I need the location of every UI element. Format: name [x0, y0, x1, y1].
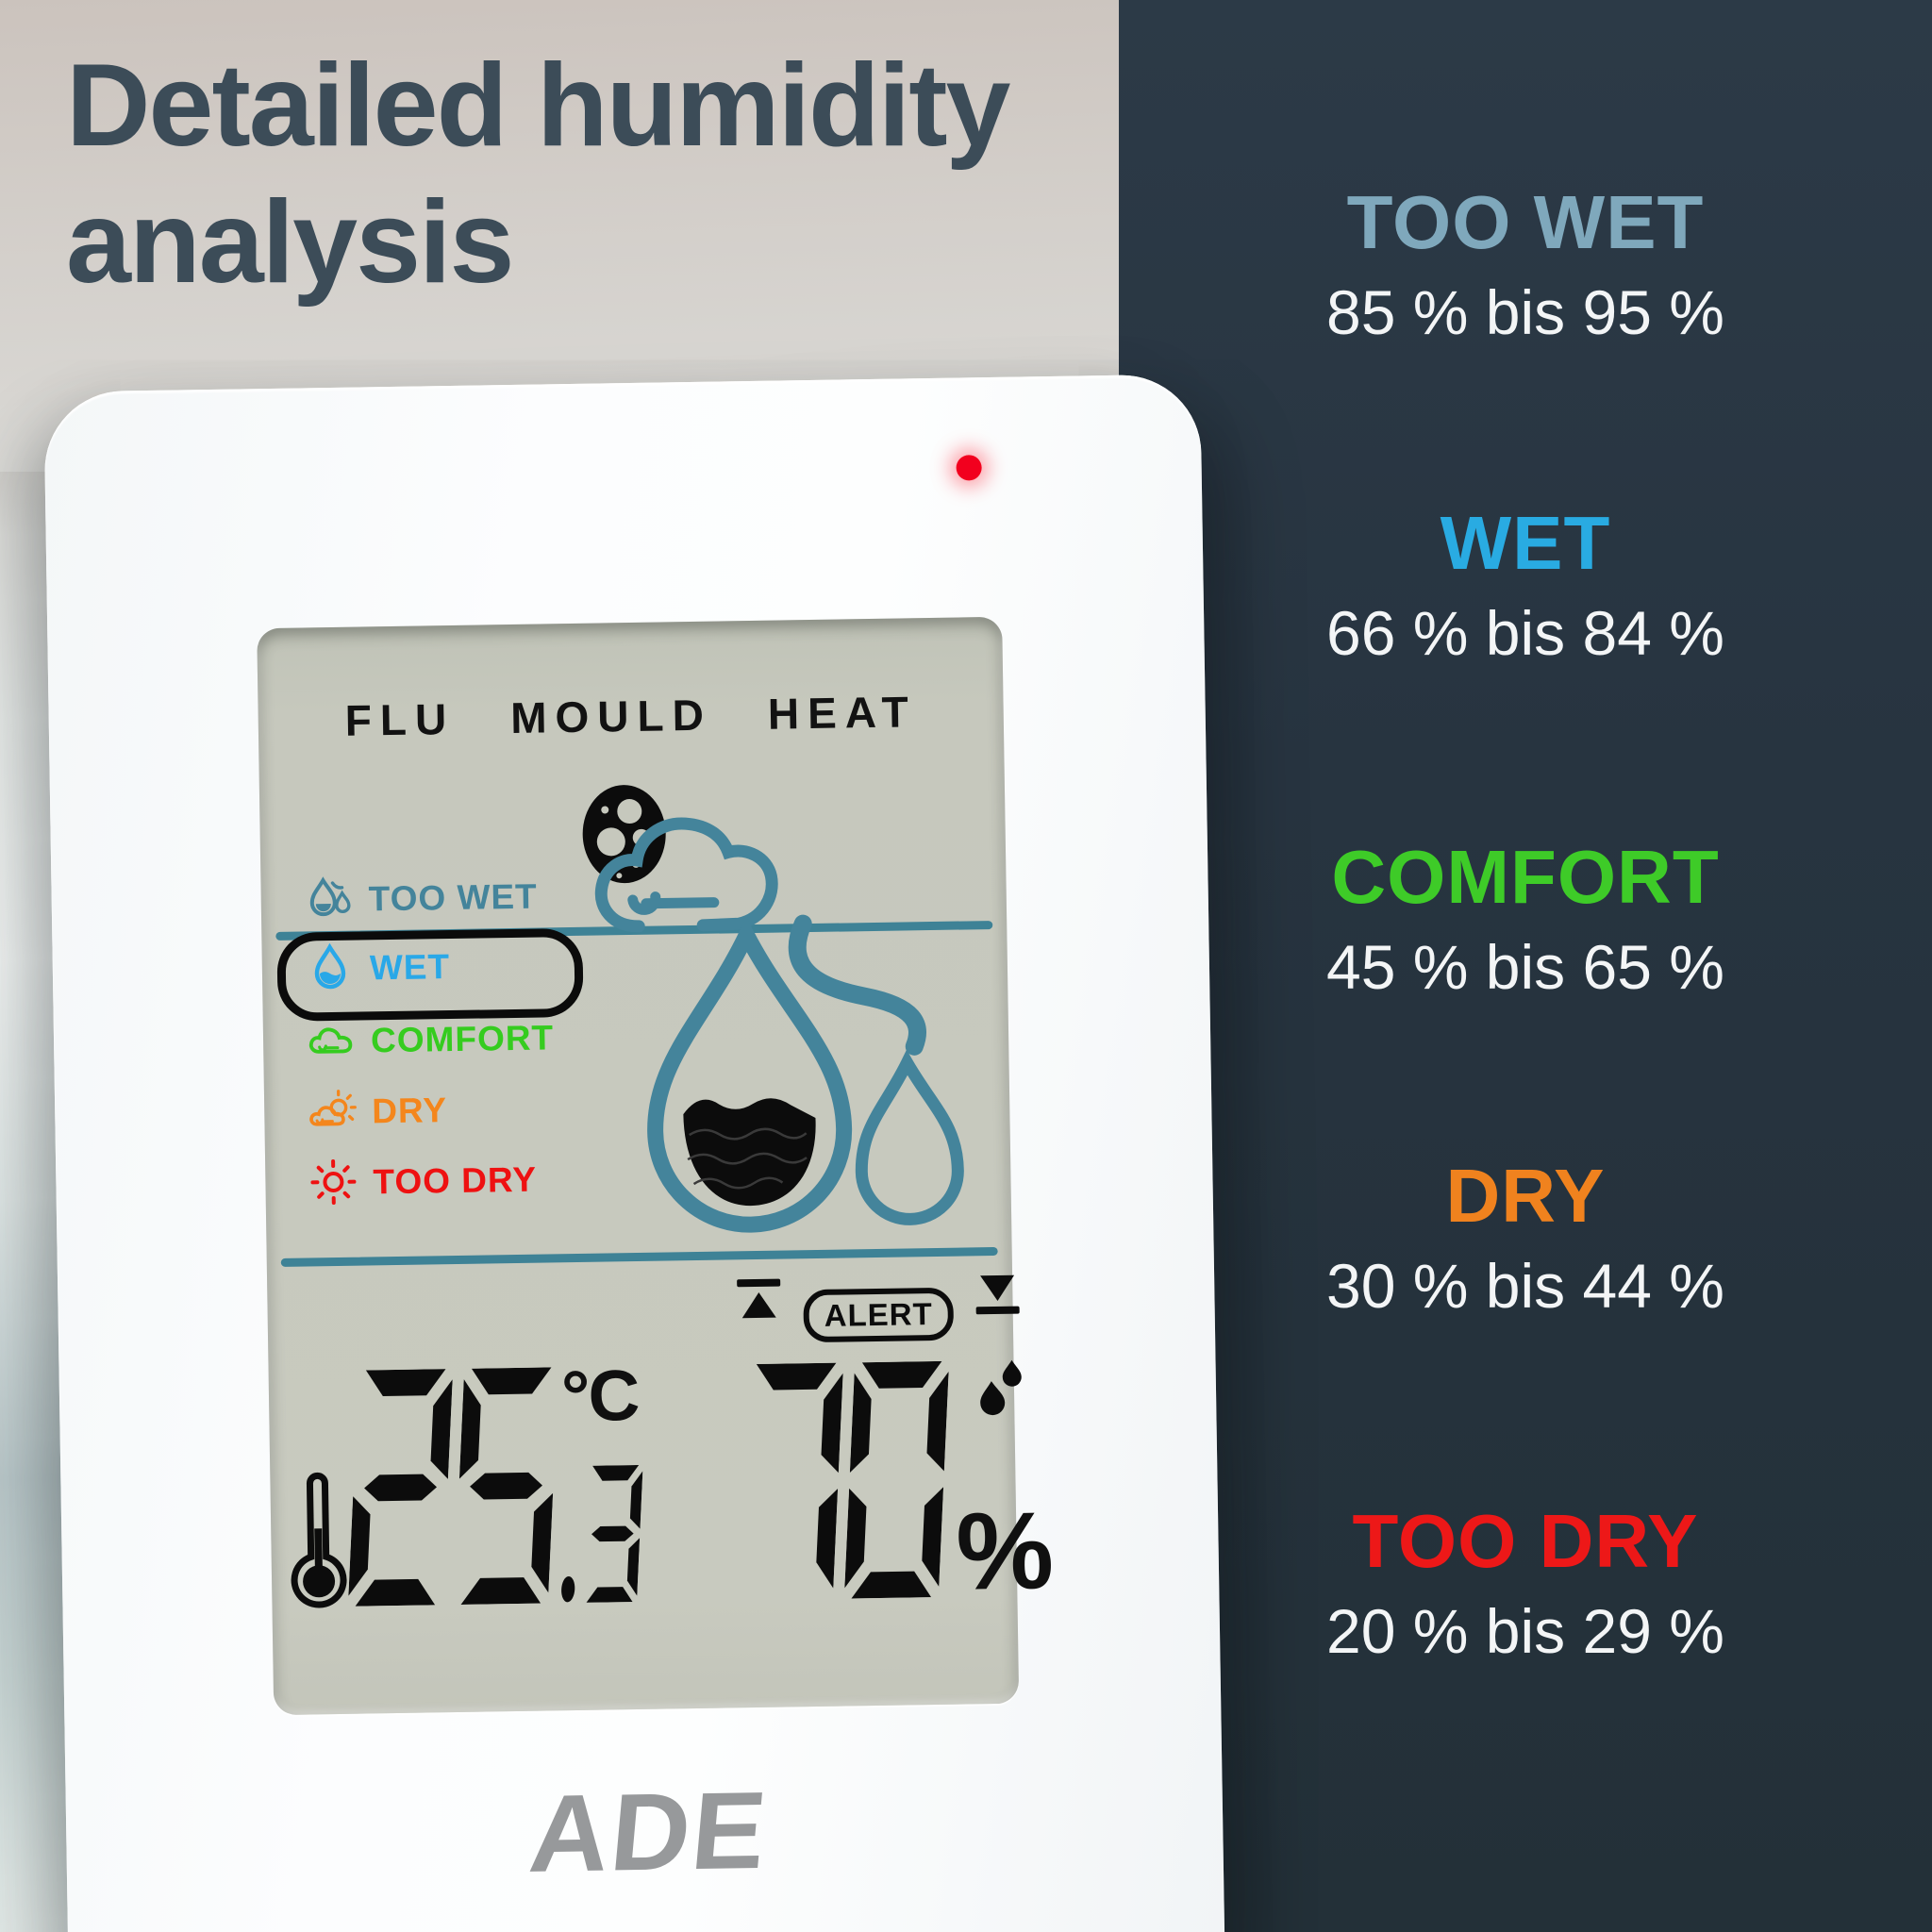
temperature-display: °C [348, 1355, 643, 1607]
thermometer-icon [291, 1472, 347, 1608]
legend-range: 20 % bis 29 % [1326, 1596, 1724, 1666]
title-line2: analysis [66, 177, 514, 308]
temperature-value [348, 1367, 556, 1607]
heat-label: HEAT [767, 687, 918, 739]
level-label: TOO WET [368, 876, 539, 918]
level-label: COMFORT [370, 1017, 555, 1059]
legend-label: WET [1440, 501, 1611, 585]
drop-icon [314, 942, 346, 990]
legend-range: 30 % bis 44 % [1326, 1251, 1724, 1321]
lcd-level-dry: DRY [308, 1083, 448, 1138]
brand-logo: ADE [525, 1768, 774, 1895]
legend-item-dry: DRY 30 % bis 44 % [1119, 1154, 1932, 1321]
legend-item-comfort: COMFORT 45 % bis 65 % [1119, 835, 1932, 1002]
legend-label: TOO DRY [1352, 1499, 1699, 1583]
sun-icon [310, 1159, 357, 1206]
lcd-top-labels: FLU MOULD HEAT [258, 685, 1004, 747]
mould-label: MOULD [509, 690, 713, 743]
legend-range: 66 % bis 84 % [1326, 598, 1724, 668]
cloud-rain-drop-graphic [594, 817, 964, 1233]
lcd-level-wet: WET [305, 940, 450, 994]
sun-cloud-icon [309, 1090, 357, 1126]
double-drops-icon [309, 876, 351, 917]
humidity-unit: % [955, 1489, 1052, 1613]
lcd-level-too-dry: TOO DRY [308, 1153, 537, 1209]
flu-label: FLU [344, 693, 456, 745]
humidity-display: % [741, 1357, 1052, 1613]
temperature-unit: °C [560, 1355, 639, 1438]
page-title: Detailed humidity analysis [66, 38, 1104, 311]
lcd-divider-bottom [280, 1246, 998, 1267]
legend-label: DRY [1445, 1154, 1606, 1238]
legend-label: COMFORT [1331, 835, 1720, 919]
mould-icon [582, 785, 666, 884]
legend-panel [1119, 0, 1932, 1932]
lcd-screen: FLU MOULD HEAT [257, 616, 1052, 1716]
legend-range: 85 % bis 95 % [1326, 277, 1724, 347]
legend-label: TOO WET [1346, 180, 1705, 264]
level-label: TOO DRY [373, 1159, 538, 1201]
cloud-icon [308, 1027, 353, 1054]
legend-range: 45 % bis 65 % [1326, 932, 1724, 1002]
alert-badge: ALERT [803, 1287, 955, 1342]
lower-limit-icon [975, 1274, 1020, 1315]
temperature-decimal [561, 1464, 643, 1603]
status-led [956, 455, 982, 481]
humidity-drops-icon [980, 1359, 1022, 1416]
selected-level-outline [276, 927, 584, 1022]
lcd-level-comfort: COMFORT [307, 1010, 555, 1067]
alert-indicators: ALERT [737, 1274, 1020, 1343]
upper-limit-icon [737, 1278, 781, 1319]
humidity-value [742, 1360, 949, 1600]
lcd-level-too-wet: TOO WET [304, 870, 538, 926]
legend-item-wet: WET 66 % bis 84 % [1119, 501, 1932, 668]
legend-item-too-dry: TOO DRY 20 % bis 29 % [1119, 1499, 1932, 1666]
weather-station-device: FLU MOULD HEAT [43, 374, 1226, 1932]
level-label: DRY [371, 1090, 448, 1130]
legend-item-too-wet: TOO WET 85 % bis 95 % [1119, 180, 1932, 347]
title-line1: Detailed humidity [66, 41, 1010, 171]
